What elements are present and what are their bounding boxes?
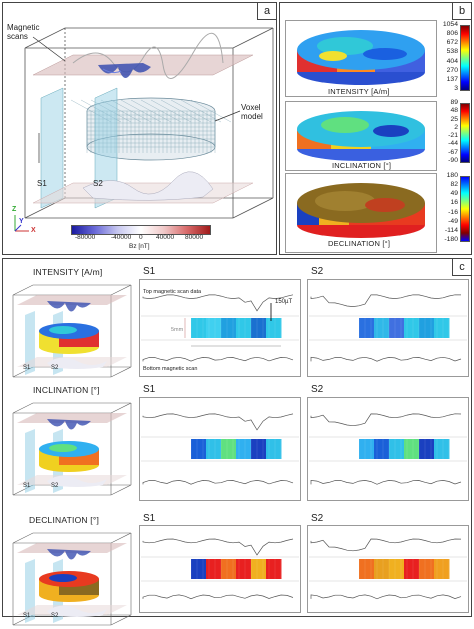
row3-s1-label: S1 [143, 513, 156, 524]
thumbnail-2-s2: S2 [51, 483, 59, 489]
panel-tag-c: c [452, 259, 471, 276]
row3-s2-label: S2 [311, 513, 324, 524]
inclination-tick-2: 48 [450, 107, 458, 115]
inclination-tick-5: -21 [448, 132, 458, 140]
declination-tick-8: -180 [444, 236, 458, 243]
panel-c: c INTENSITY [A/m] INCLINATION [°] DECLIN… [2, 258, 472, 626]
bz-tick-3: 0 [139, 234, 143, 241]
bz-unit-label: Bz [nT] [129, 243, 150, 250]
declination-tick-2: 82 [450, 181, 458, 189]
slice-plot-r1-s1 [141, 294, 299, 362]
intensity-disk [297, 30, 425, 85]
panel-b: b INTENSITY [A/m] INCLINATION [°] DECLIN… [279, 2, 472, 255]
thumbnail-3-s1: S1 [23, 613, 31, 619]
top-scan-annotation: Top magnetic scan data [143, 289, 202, 295]
thumbnail-1 [12, 284, 132, 378]
row2-s1-label: S1 [143, 384, 156, 395]
declination-tick-3: 49 [450, 190, 458, 198]
bz-tick-2: -40000 [111, 234, 132, 241]
intensity-tick-5: 404 [446, 57, 458, 65]
thumbnail-3 [12, 532, 132, 626]
declination-tick-1: 180 [446, 172, 458, 179]
slice-plot-r3-s1 [141, 538, 299, 600]
declination-tick-4: 16 [450, 199, 458, 207]
scale-annotation: 150µT [275, 299, 293, 305]
magnetic-scans-label: Magnetic scans [7, 23, 40, 41]
inclination-tick-6: -44 [448, 140, 458, 148]
declination-tick-7: -114 [444, 226, 458, 234]
inclination-disk [297, 111, 425, 161]
row1-s1-label: S1 [143, 266, 156, 277]
declination-map-title: DECLINATION [°] [328, 239, 391, 248]
inclination-tick-7: -67 [448, 148, 458, 156]
panel-a: a [2, 2, 277, 255]
intensity-map-title: INTENSITY [A/m] [328, 87, 390, 96]
s2-label: S2 [93, 179, 103, 188]
declination-disk [297, 183, 425, 238]
slice-plot-r1-s2 [309, 294, 467, 362]
intensity-tick-4: 538 [446, 48, 458, 56]
row-inclination-title: INCLINATION [°] [33, 385, 100, 395]
declination-colorbar [460, 176, 470, 242]
thumbnail-1-s1: S1 [23, 365, 31, 371]
thumbnail-1-s2: S2 [51, 365, 59, 371]
voxel-model-label: Voxel model [241, 103, 263, 121]
intensity-tick-6: 270 [446, 66, 458, 74]
axis-z-label: Z [12, 206, 17, 213]
slice-plot-r2-s2 [309, 413, 467, 485]
row1-s2-label: S2 [311, 266, 324, 277]
slice-plot-r3-s2 [309, 538, 467, 600]
inclination-tick-8: -90 [448, 157, 458, 164]
bz-tick-5: 80000 [185, 234, 204, 241]
bz-colorbar [71, 225, 211, 235]
intensity-tick-1: 1054 [442, 21, 458, 28]
inclination-colorbar [460, 103, 470, 163]
panel-tag-b: b [452, 3, 471, 20]
axis-y-label: Y [19, 218, 24, 225]
size-annotation: 5mm [171, 327, 184, 333]
bottom-scan-annotation: Bottom magnetic scan [143, 366, 198, 372]
intensity-colorbar [460, 25, 470, 91]
bz-tick-4: 40000 [156, 234, 175, 241]
intensity-tick-8: 3 [454, 85, 458, 92]
row-intensity-title: INTENSITY [A/m] [33, 267, 103, 277]
s1-label: S1 [37, 179, 47, 188]
inclination-map-title: INCLINATION [°] [332, 161, 392, 170]
declination-tick-6: -49 [448, 217, 458, 225]
row2-s2-label: S2 [311, 384, 324, 395]
intensity-tick-3: 672 [446, 39, 458, 47]
inclination-tick-4: 2 [454, 123, 458, 131]
axis-x-label: X [31, 227, 36, 234]
thumbnail-2-s1: S1 [23, 483, 31, 489]
inclination-tick-3: 25 [450, 115, 458, 123]
bz-tick-1: -80000 [75, 234, 96, 241]
intensity-tick-7: 137 [446, 75, 458, 83]
slice-plot-r2-s1 [141, 413, 299, 485]
thumbnail-2 [12, 402, 132, 496]
panel-a-scene [14, 27, 274, 232]
thumbnail-3-s2: S2 [51, 613, 59, 619]
row-declination-title: DECLINATION [°] [29, 515, 99, 525]
inclination-tick-1: 89 [450, 99, 458, 106]
panel-tag-a: a [257, 3, 276, 20]
declination-tick-5: -16 [448, 208, 458, 216]
intensity-tick-2: 806 [446, 30, 458, 38]
